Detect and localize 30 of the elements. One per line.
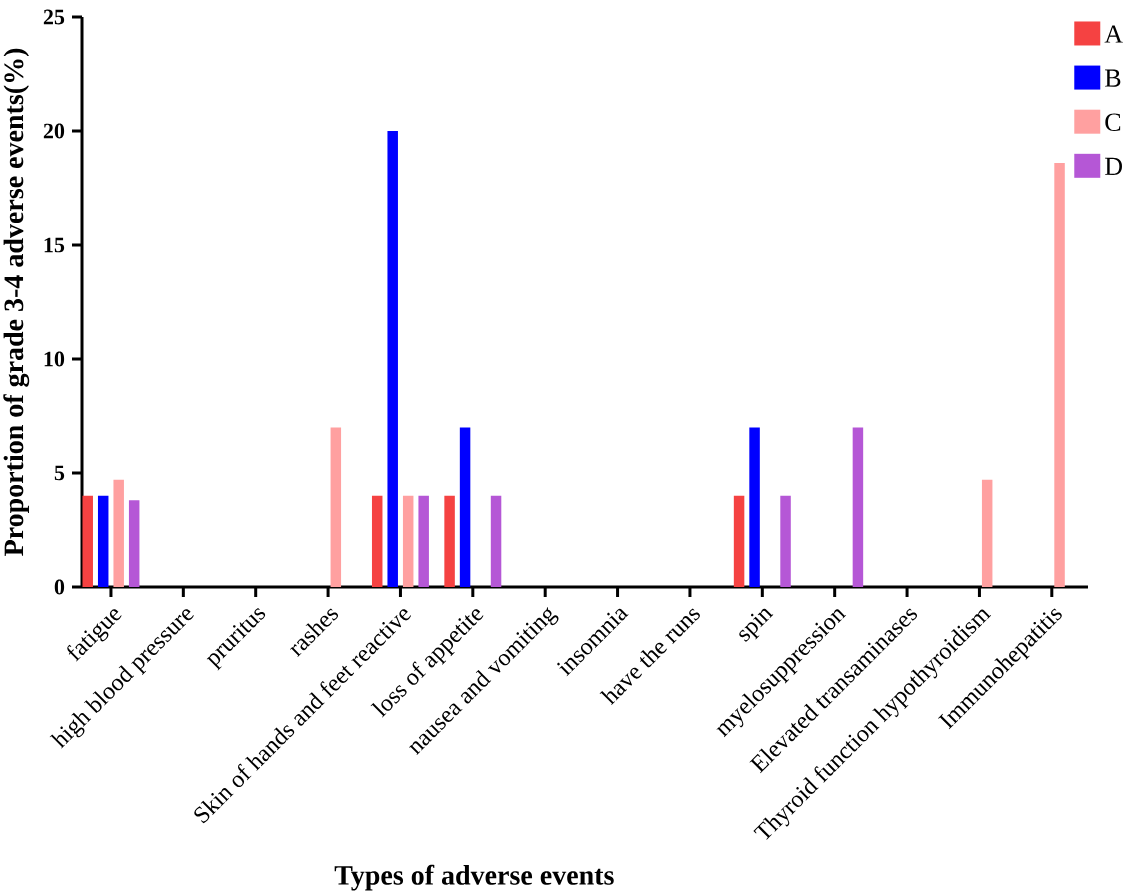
bar (733, 495, 745, 587)
bar (97, 495, 109, 587)
bar (402, 495, 414, 587)
legend-label: B (1105, 69, 1121, 87)
x-axis-title: Types of adverse events (334, 864, 614, 891)
bar (490, 495, 502, 587)
bar (459, 427, 471, 587)
legend-label: D (1105, 157, 1122, 175)
bar (128, 500, 140, 587)
y-tick-label: 15 (44, 237, 65, 253)
bar (749, 427, 760, 587)
bar (1054, 162, 1065, 587)
bar (82, 495, 93, 587)
legend-label: C (1105, 113, 1121, 132)
bar (113, 479, 124, 587)
legend-label: A (1104, 25, 1123, 43)
y-axis-title: Proportion of grade 3-4 adverse events(%) (3, 48, 30, 556)
y-tick-label: 20 (43, 123, 65, 139)
bar (371, 495, 383, 587)
bar (780, 495, 791, 587)
y-tick-label: 0 (54, 579, 65, 595)
y-tick-label: 5 (54, 465, 65, 481)
bar (330, 427, 342, 587)
bar (852, 427, 864, 587)
bar (444, 495, 455, 587)
bar (387, 130, 398, 587)
bar (418, 495, 429, 587)
y-tick-label: 10 (44, 351, 65, 367)
bar (981, 479, 993, 587)
y-tick-label: 25 (43, 9, 65, 25)
